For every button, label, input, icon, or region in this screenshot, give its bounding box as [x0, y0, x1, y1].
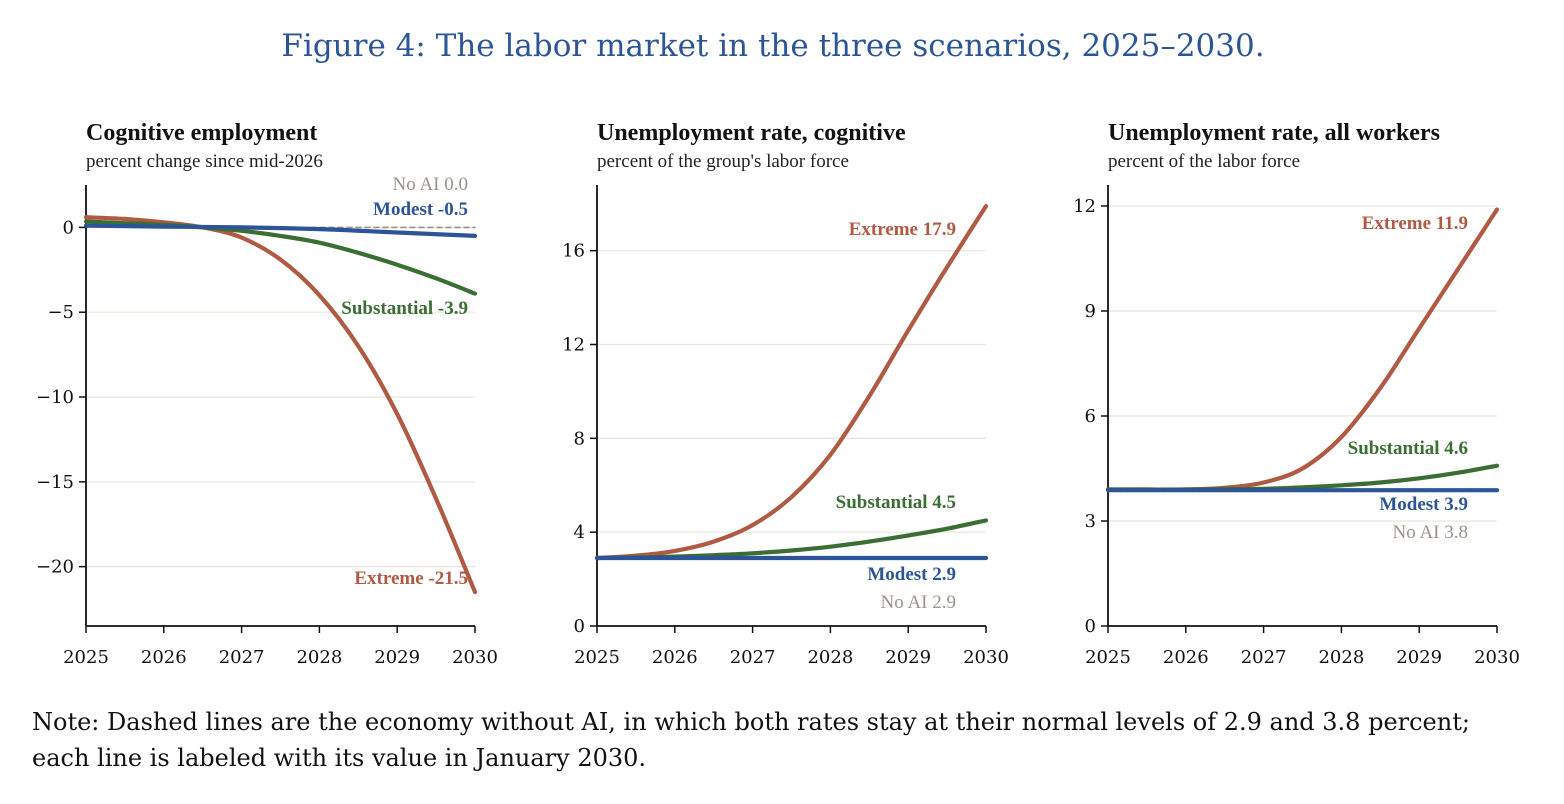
- figure-title: Figure 4: The labor market in the three …: [281, 28, 1265, 64]
- series-label-no-ai: No AI 2.9: [881, 592, 956, 613]
- series-label-modest: Modest -0.5: [373, 199, 468, 220]
- chart-title: Cognitive employment: [86, 120, 317, 146]
- series-label-modest: Modest 3.9: [1379, 494, 1468, 515]
- y-tick-label: −15: [36, 472, 74, 493]
- x-tick-label: 2030: [963, 647, 1009, 668]
- chart-panel-2: Unemployment rate, cognitive percent of t…: [562, 120, 1009, 668]
- chart-title: Unemployment rate, cognitive: [597, 120, 906, 146]
- y-tick-label: 3: [1085, 511, 1096, 532]
- x-tick-label: 2027: [730, 647, 776, 668]
- y-tick-label: 12: [562, 335, 585, 356]
- y-tick-label: −20: [36, 557, 74, 578]
- x-tick-label: 2029: [885, 647, 931, 668]
- series-label-modest: Modest 2.9: [867, 564, 956, 585]
- series-line-extreme: [83, 215, 478, 595]
- series-label-no-ai: No AI 3.8: [1393, 522, 1468, 543]
- series-line-modest: [83, 223, 478, 238]
- series-label-no-ai: No AI 0.0: [393, 174, 468, 195]
- series-label-extreme: Extreme -21.5: [354, 568, 468, 589]
- y-tick-label: −10: [36, 387, 74, 408]
- y-tick-label: 16: [562, 241, 585, 262]
- series-line-extreme: [594, 204, 989, 561]
- x-tick-label: 2029: [1396, 647, 1442, 668]
- y-tick-label: 0: [63, 217, 74, 238]
- x-tick-label: 2026: [1163, 647, 1209, 668]
- chart-panel-3: Unemployment rate, all workers percent of…: [1073, 120, 1520, 668]
- x-tick-label: 2027: [219, 647, 265, 668]
- x-tick-label: 2025: [63, 647, 109, 668]
- y-tick-label: −5: [47, 302, 74, 323]
- y-tick-label: 4: [574, 522, 585, 543]
- chart-subtitle: percent of the group's labor force: [597, 151, 849, 172]
- x-tick-label: 2029: [374, 647, 420, 668]
- y-tick-label: 9: [1085, 301, 1096, 322]
- charts-canvas: Cognitive employment percent change since…: [36, 120, 1520, 668]
- x-tick-label: 2026: [141, 647, 187, 668]
- series-line-substantial: [83, 219, 478, 296]
- y-tick-label: 12: [1073, 196, 1096, 217]
- x-tick-label: 2026: [652, 647, 698, 668]
- figure-note: Note: Dashed lines are the economy witho…: [32, 708, 1470, 772]
- series-label-substantial: Substantial -3.9: [341, 298, 468, 319]
- x-tick-label: 2027: [1241, 647, 1287, 668]
- chart-title: Unemployment rate, all workers: [1108, 120, 1440, 146]
- x-tick-label: 2028: [296, 647, 342, 668]
- x-tick-label: 2025: [1085, 647, 1131, 668]
- series-label-extreme: Extreme 17.9: [849, 219, 956, 240]
- y-tick-label: 0: [574, 616, 585, 637]
- chart-panel-1: Cognitive employment percent change since…: [36, 120, 498, 668]
- x-tick-label: 2030: [452, 647, 498, 668]
- series-label-substantial: Substantial 4.6: [1348, 438, 1468, 459]
- y-tick-label: 0: [1085, 616, 1096, 637]
- series-label-extreme: Extreme 11.9: [1362, 213, 1468, 234]
- chart-subtitle: percent of the labor force: [1108, 151, 1300, 172]
- series-label-substantial: Substantial 4.5: [836, 492, 956, 513]
- x-tick-label: 2028: [1318, 647, 1364, 668]
- x-tick-label: 2030: [1474, 647, 1520, 668]
- chart-subtitle: percent change since mid-2026: [86, 151, 323, 172]
- x-tick-label: 2025: [574, 647, 620, 668]
- y-tick-label: 6: [1085, 406, 1096, 427]
- x-tick-label: 2028: [807, 647, 853, 668]
- y-tick-label: 8: [574, 428, 585, 449]
